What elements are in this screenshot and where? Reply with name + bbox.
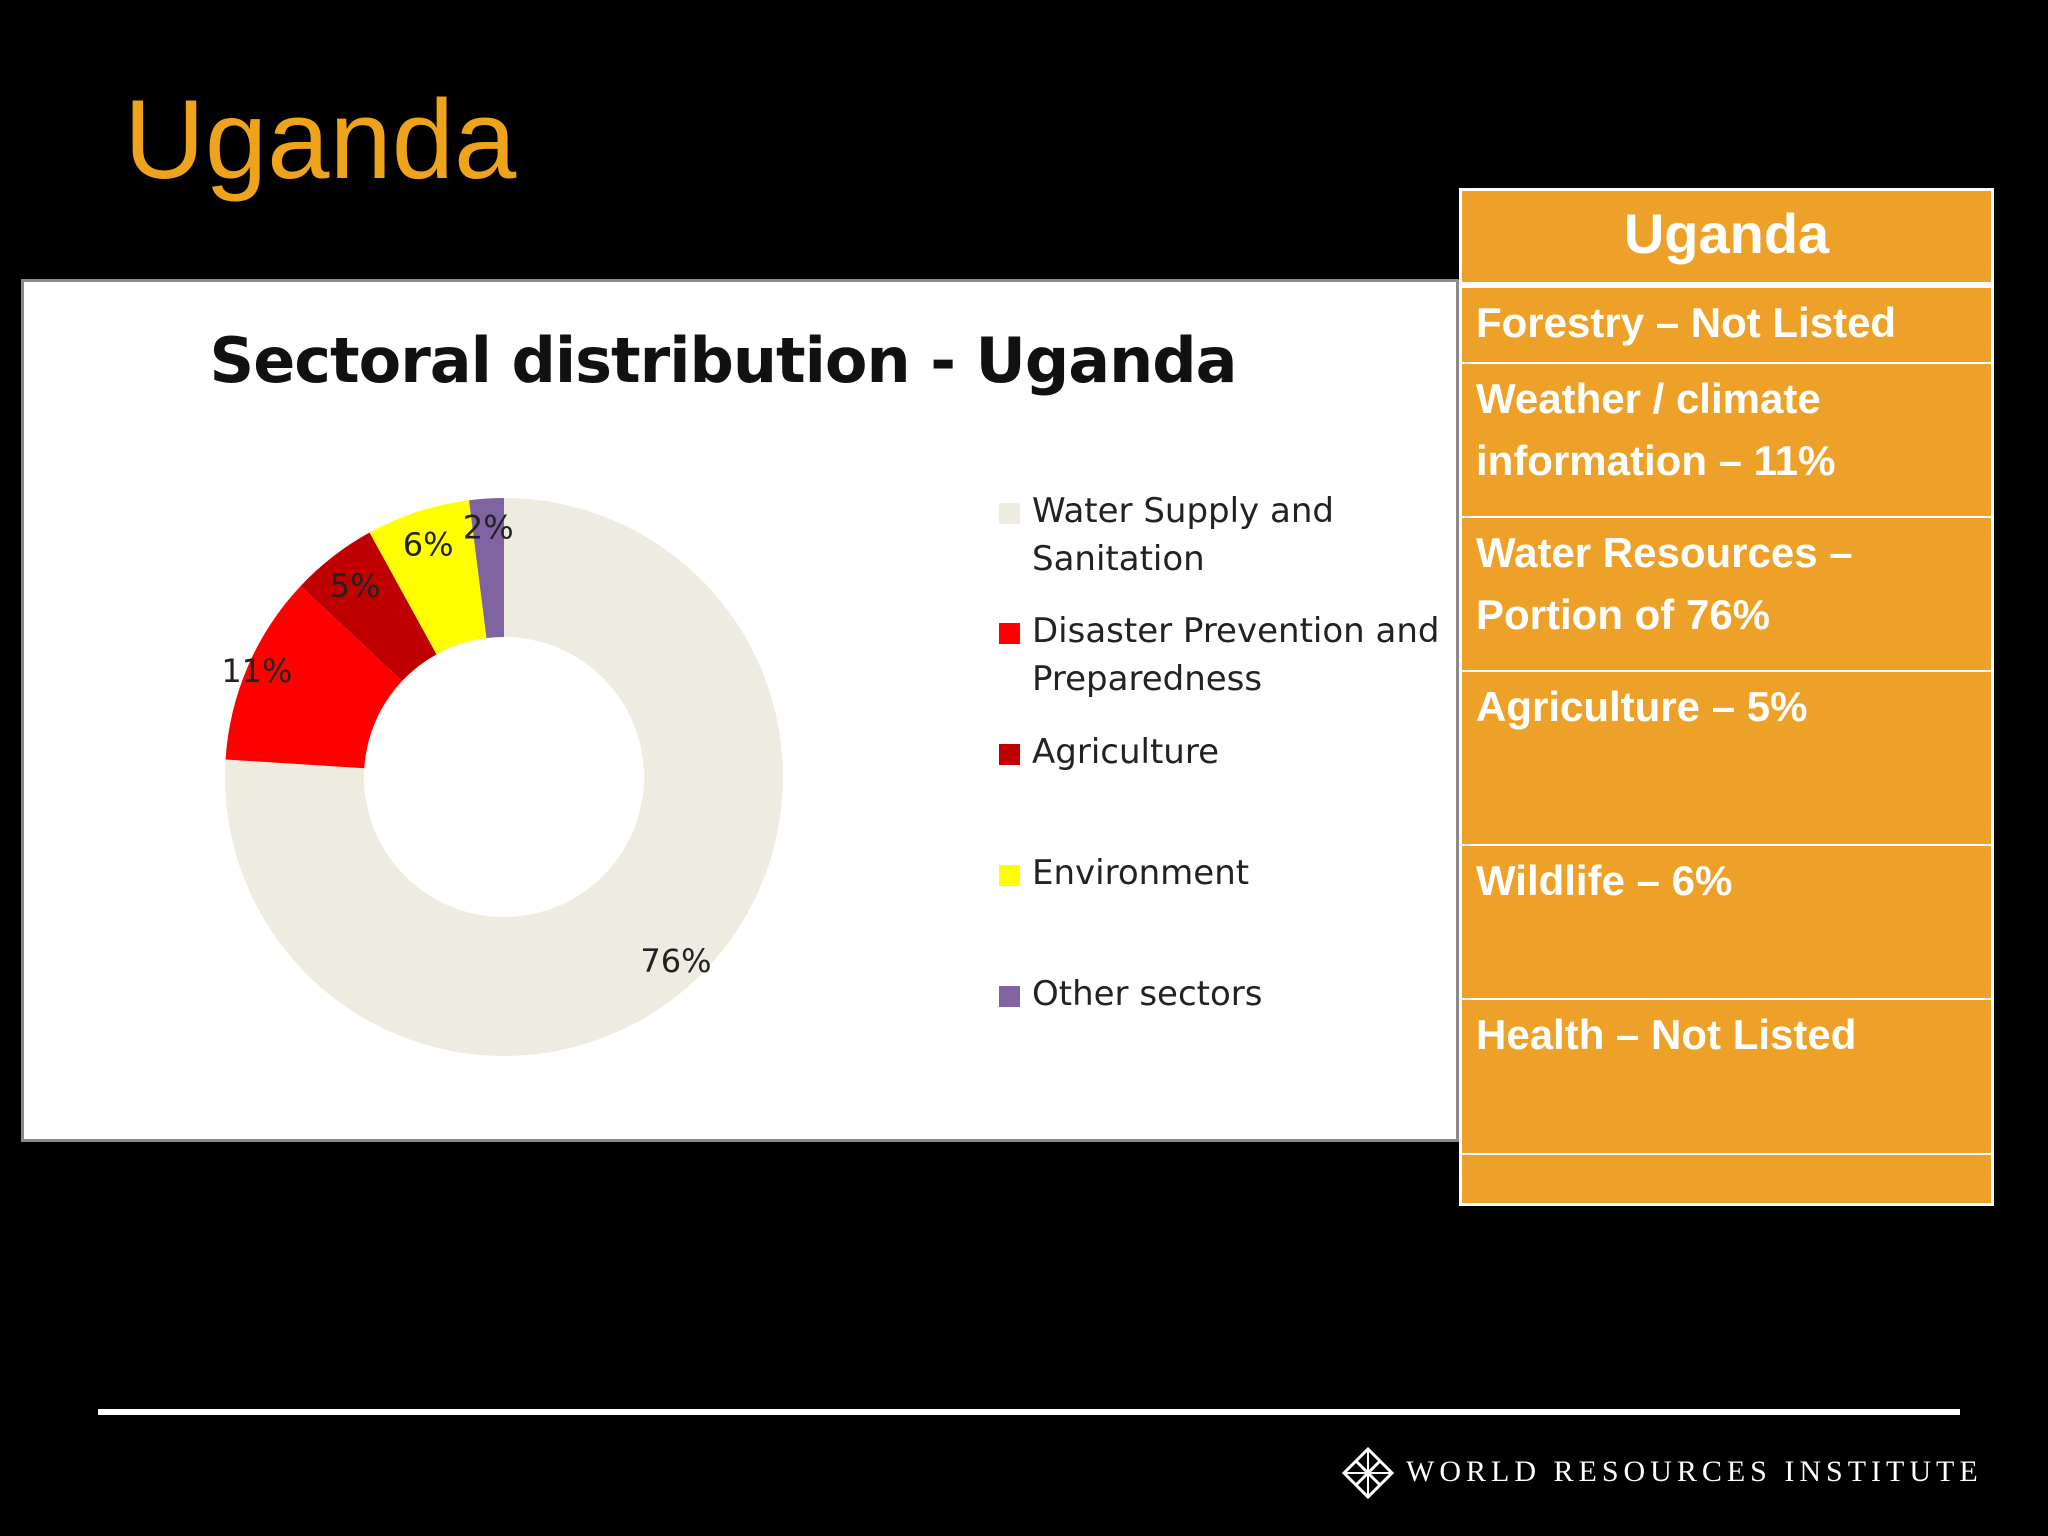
legend-label: Other sectors [1032, 974, 1263, 1014]
info-row-wildlife: Wildlife – 6% [1462, 844, 1991, 998]
data-label-water-supply-and-sanitation: 76% [640, 942, 711, 980]
data-label-environment: 6% [403, 525, 454, 563]
wri-lattice-icon [1341, 1446, 1395, 1500]
donut-slice-environment [369, 500, 487, 655]
info-row-weather: Weather / climate information – 11% [1462, 362, 1991, 516]
footer-divider [98, 1409, 1960, 1415]
chart-panel: 76% 11% 5% 6% 2% Sectoral distribution - Uga… [21, 279, 1459, 1142]
legend-swatch [999, 503, 1020, 524]
donut-slice-other-sectors [469, 498, 504, 639]
legend-label: Environment [1032, 853, 1250, 893]
donut-chart: 76% 11% 5% 6% 2% [221, 498, 784, 1056]
slide-title: Uganda [124, 77, 517, 202]
info-row-forestry: Forestry – Not Listed [1462, 286, 1991, 362]
organization-name: WORLD RESOURCES INSTITUTE [1406, 1455, 1983, 1488]
info-table-header: Uganda [1462, 191, 1991, 286]
info-row-empty [1462, 1153, 1991, 1203]
info-row-agriculture: Agriculture – 5% [1462, 670, 1991, 844]
legend-swatch [999, 744, 1020, 765]
info-row-water-resources: Water Resources – Portion of 76% [1462, 516, 1991, 670]
legend-swatch [999, 986, 1020, 1007]
footer-logo: WORLD RESOURCES INSTITUTE [1340, 1445, 1980, 1501]
legend-label: Water Supply and Sanitation [1032, 491, 1334, 579]
legend-swatch [999, 623, 1020, 644]
sector-info-table: Uganda Forestry – Not Listed Weather / c… [1459, 188, 1994, 1206]
data-label-disaster-prevention-and-preparedness: 11% [221, 652, 292, 690]
data-label-agriculture: 5% [330, 567, 381, 605]
legend-label: Disaster Prevention and Preparedness [1032, 611, 1440, 699]
legend-label: Agriculture [1032, 732, 1219, 772]
legend-swatch [999, 865, 1020, 886]
chart-title: Sectoral distribution - Uganda [209, 324, 1238, 397]
donut-slice-agriculture [300, 532, 437, 682]
data-label-other-sectors: 2% [463, 508, 514, 546]
donut-slice-disaster-prevention-and-preparedness [225, 586, 402, 769]
donut-slices [225, 498, 784, 1056]
donut-slice-water-supply-and-sanitation [225, 498, 784, 1056]
donut-data-labels: 76% 11% 5% 6% 2% [221, 508, 711, 980]
info-row-health: Health – Not Listed [1462, 998, 1991, 1153]
